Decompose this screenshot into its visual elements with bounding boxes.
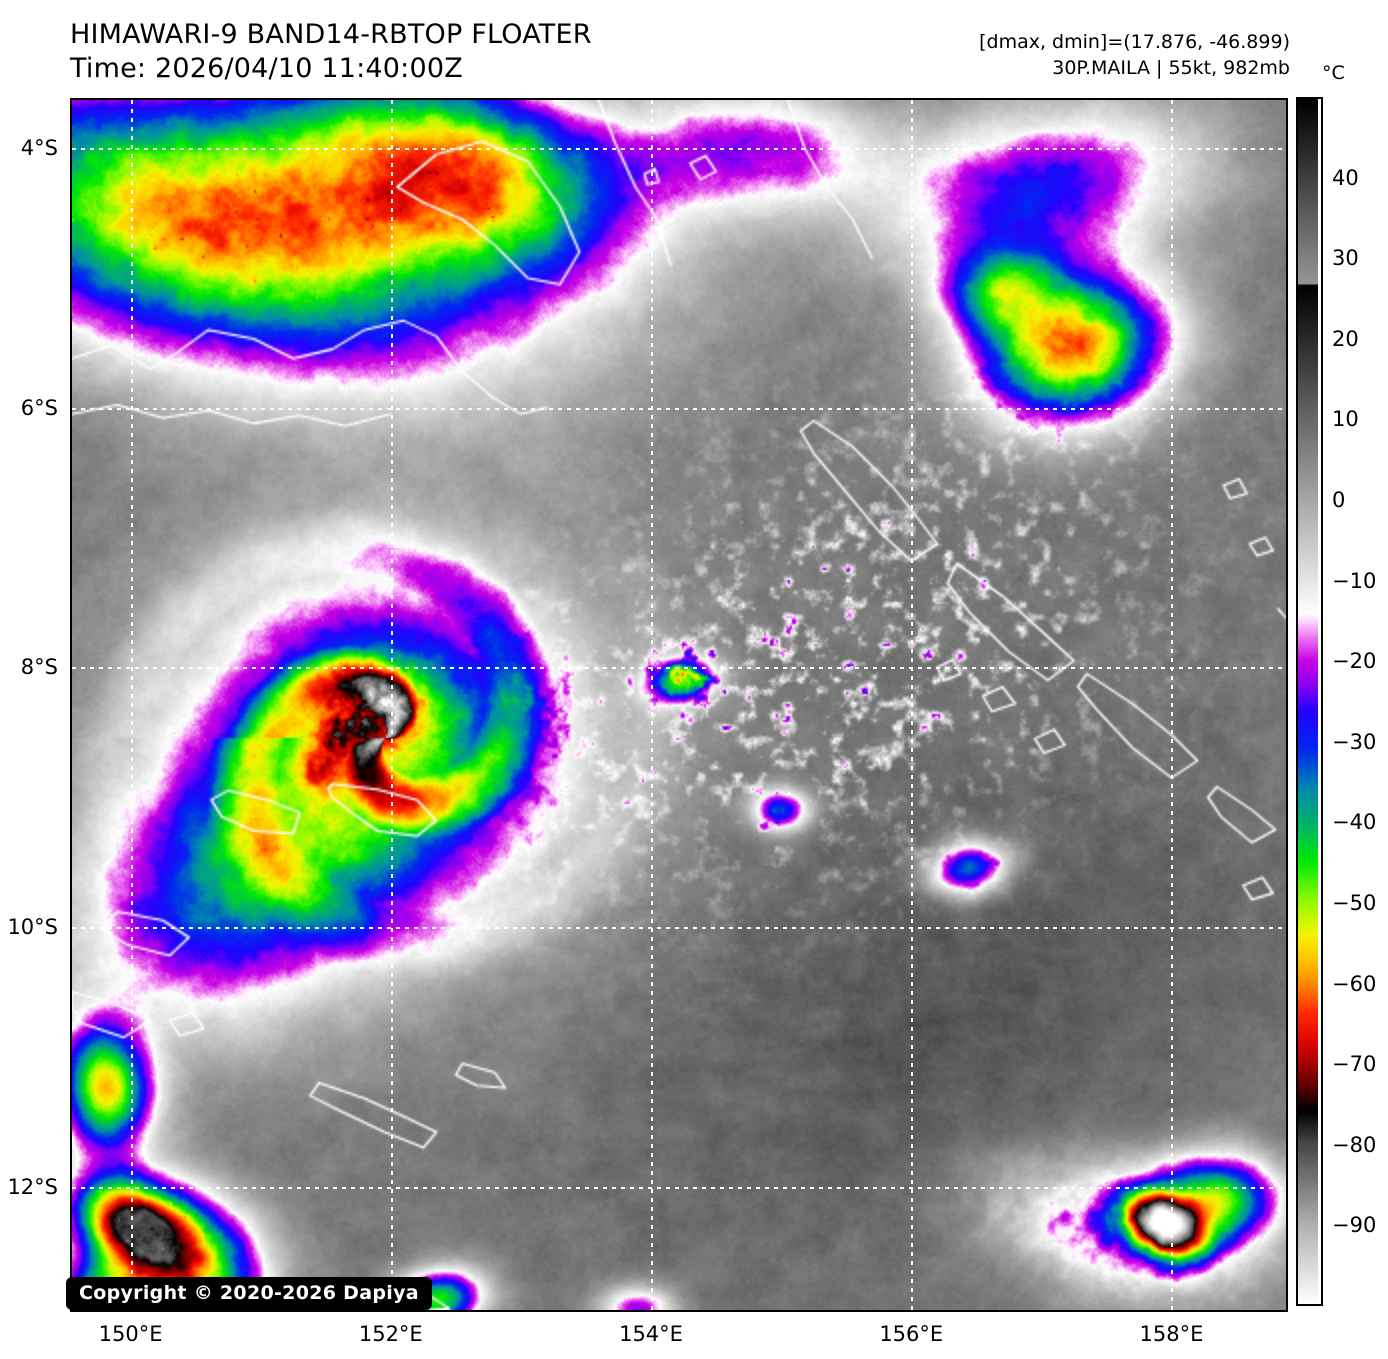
lon-tick-label: 152°E — [358, 1322, 423, 1346]
copyright-badge: Copyright © 2020-2026 Dapiya — [66, 1277, 432, 1310]
lon-tick-label: 154°E — [619, 1322, 683, 1346]
satellite-imagery-canvas — [72, 100, 1286, 1310]
page-title: HIMAWARI-9 BAND14-RBTOP FLOATER — [70, 19, 592, 50]
colorbar-tick-label: −90 — [1332, 1213, 1377, 1238]
timestamp-label: Time: 2026/04/10 11:40:00Z — [70, 53, 463, 85]
metadata-block: [dmax, dmin]=(17.876, -46.899) 30P.MAILA… — [979, 30, 1290, 81]
colorbar-tick-label: 20 — [1332, 326, 1359, 351]
colorbar-tick-label: 40 — [1332, 165, 1359, 190]
colorbar-tick-label: −70 — [1332, 1052, 1377, 1077]
colorbar-tick-label: −60 — [1332, 971, 1377, 996]
dmax-dmin-label: [dmax, dmin]=(17.876, -46.899) — [979, 31, 1290, 53]
lat-tick-label: 4°S — [20, 136, 58, 161]
lat-tick-label: 12°S — [7, 1174, 58, 1199]
colorbar-tick-label: −40 — [1332, 810, 1377, 835]
colorbar-tick-label: 10 — [1332, 407, 1359, 432]
lon-tick-label: 150°E — [98, 1322, 163, 1346]
colorbar-tick-label: 30 — [1332, 246, 1359, 271]
colorbar-tick-label: −20 — [1332, 649, 1377, 674]
colorbar-tick-label: −10 — [1332, 568, 1377, 593]
storm-info-label: 30P.MAILA | 55kt, 982mb — [1052, 56, 1290, 79]
colorbar-tick-label: −50 — [1332, 891, 1377, 915]
colorbar-tick-label: 0 — [1332, 488, 1346, 512]
colorbar-tick-label: −30 — [1332, 729, 1377, 754]
lon-tick-label: 156°E — [879, 1322, 944, 1346]
satellite-image-plot[interactable] — [70, 98, 1288, 1312]
lat-tick-label: 6°S — [20, 395, 58, 420]
lon-tick-label: 158°E — [1139, 1322, 1204, 1346]
lat-tick-label: 8°S — [20, 655, 58, 680]
title-block: HIMAWARI-9 BAND14-RBTOP FLOATER Time: 20… — [70, 18, 592, 86]
colorbar-gradient — [1298, 99, 1318, 1304]
colorbar-tick-label: −80 — [1332, 1132, 1377, 1157]
colorbar[interactable] — [1296, 97, 1323, 1306]
lat-tick-label: 10°S — [7, 915, 58, 939]
colorbar-unit-label: °C — [1322, 62, 1345, 84]
